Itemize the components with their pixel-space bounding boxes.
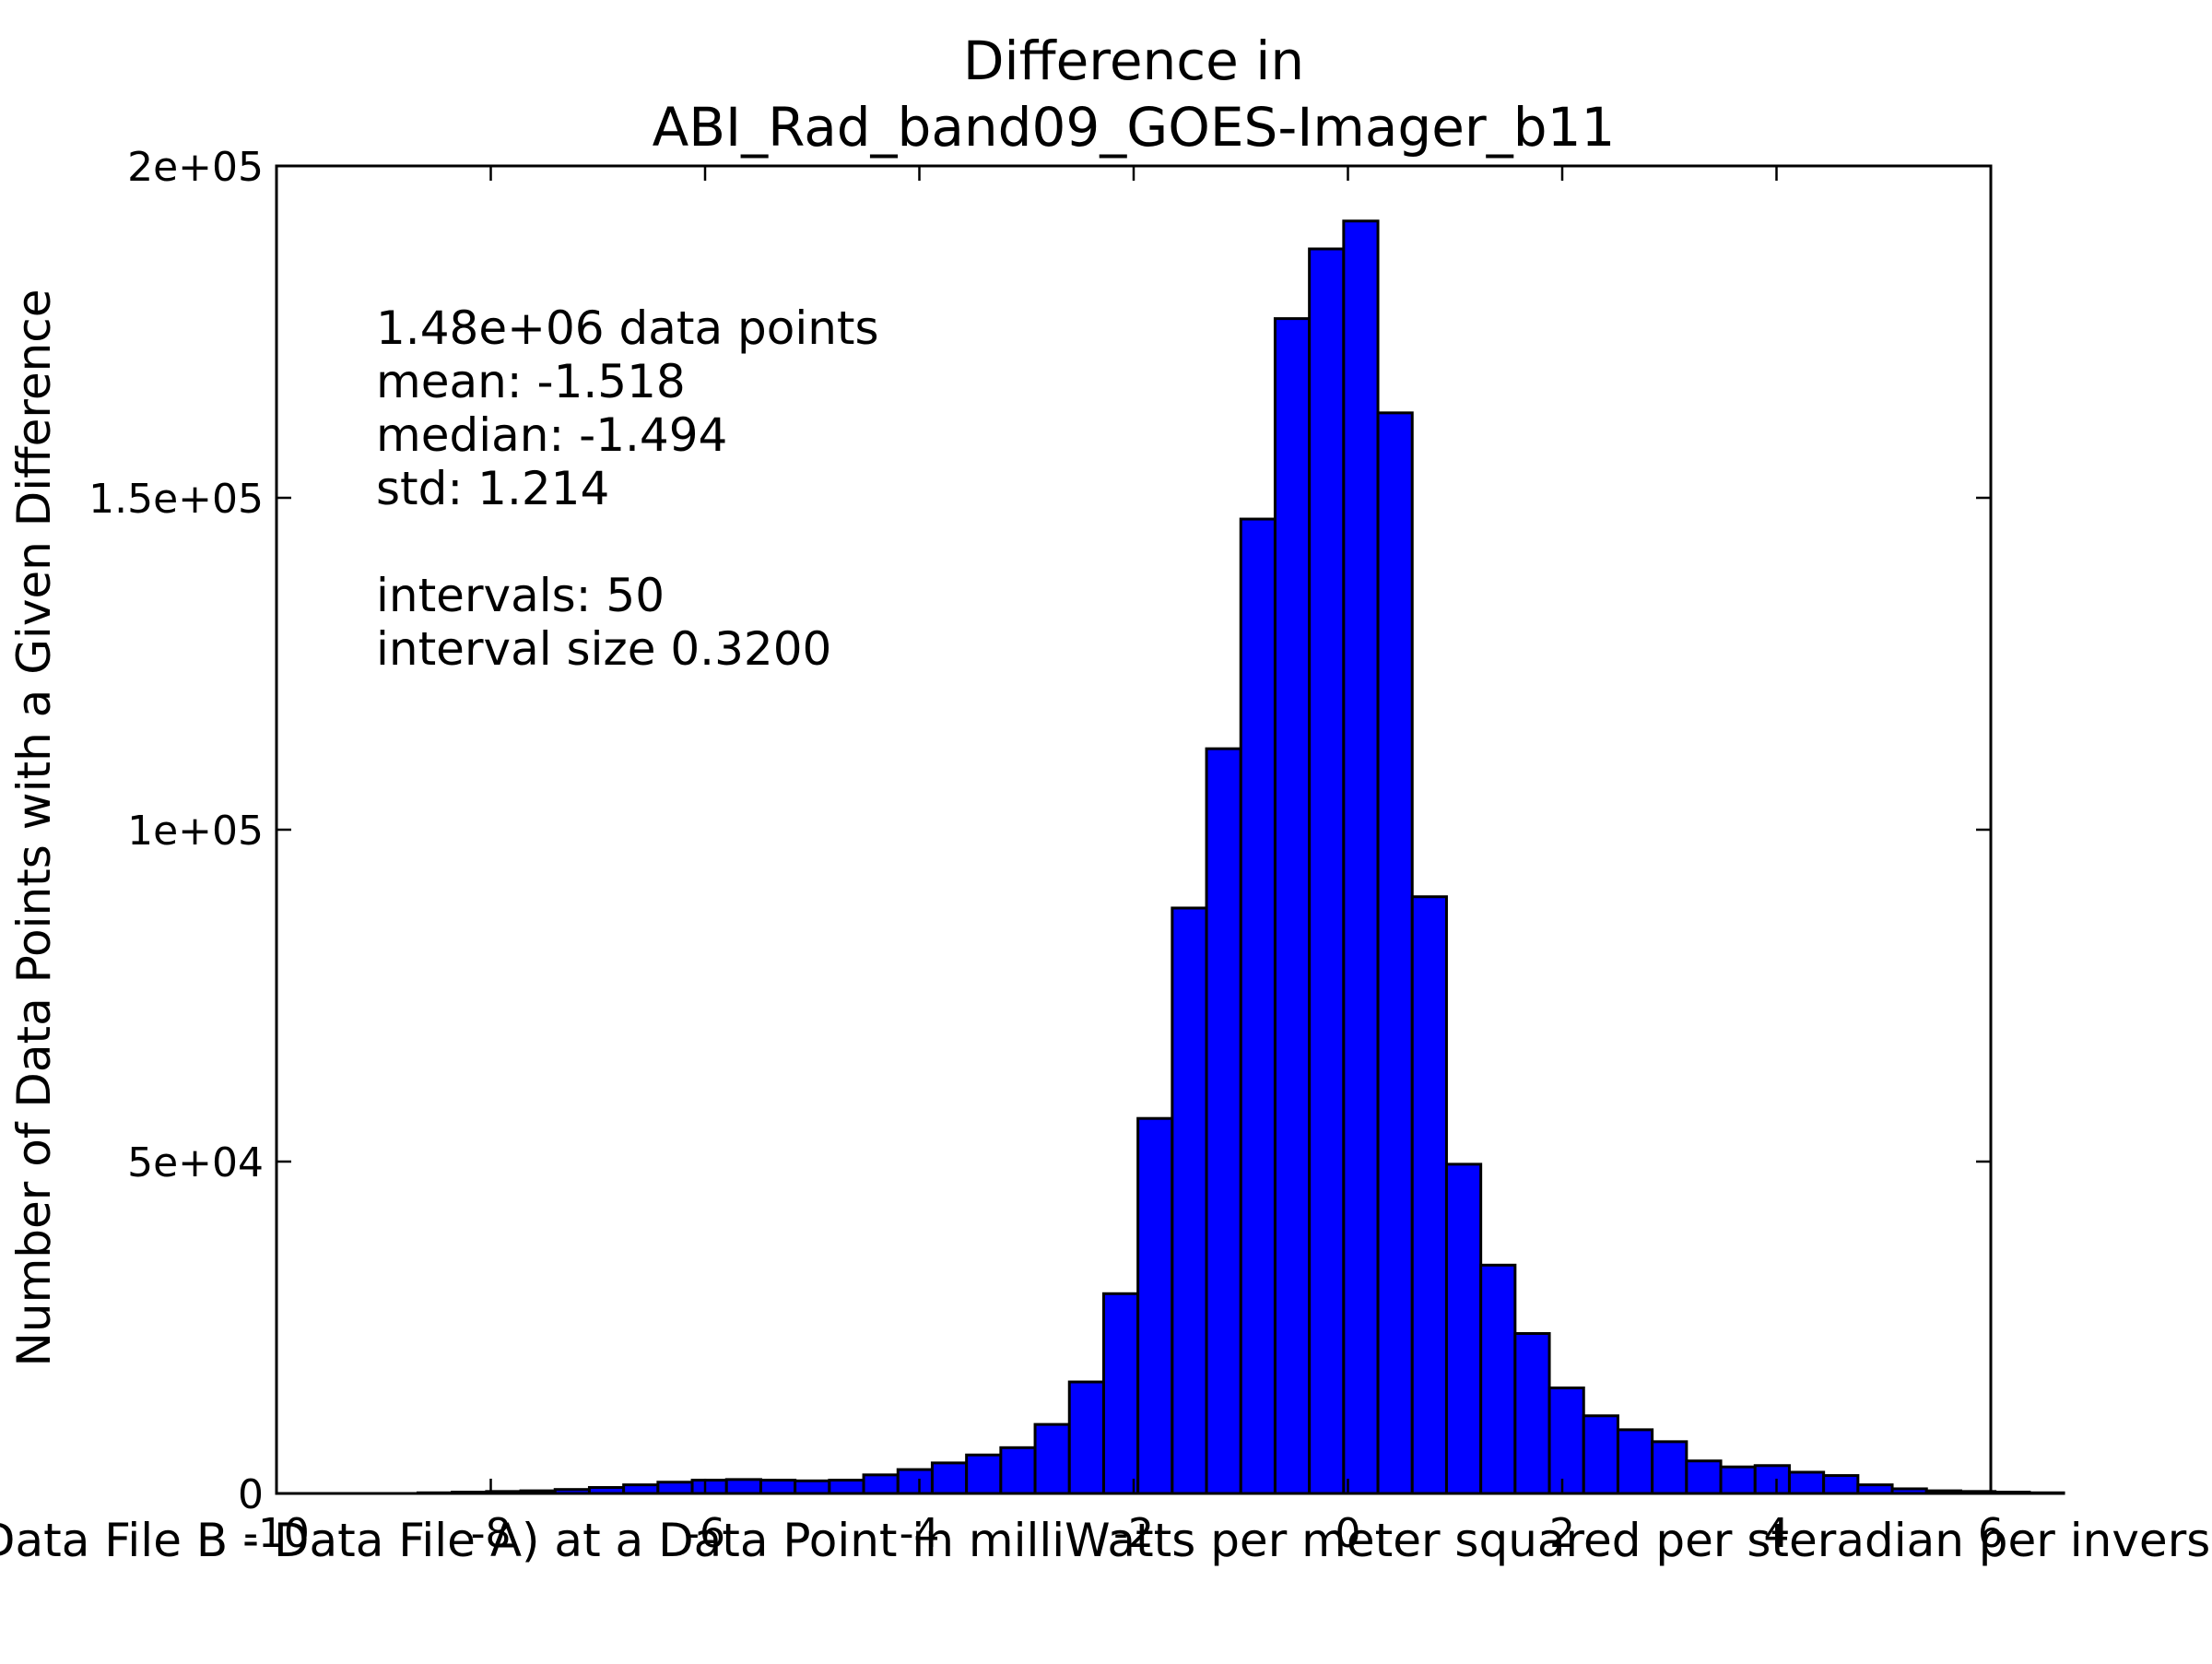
stats-line-mean: mean: -1.518 (376, 355, 686, 408)
stats-line-points: 1.48e+06 data points (376, 301, 879, 355)
x-tick-label: -2 (1113, 1510, 1154, 1557)
histogram-bar (930, 1461, 969, 1495)
stats-line-std: std: 1.214 (376, 462, 609, 515)
stats-line-intervals: intervals: 50 (376, 569, 665, 622)
stats-line-median: median: -1.494 (376, 408, 727, 462)
histogram-bars (416, 219, 2065, 1495)
y-tick-label: 1e+05 (127, 808, 264, 855)
chart-title-line-2: ABI_Rad_band09_GOES-Imager_b11 (653, 96, 1616, 159)
histogram-bar (1651, 1440, 1688, 1495)
histogram-bar (759, 1479, 797, 1495)
histogram-bar (1308, 247, 1346, 1495)
stats-annotation: 1.48e+06 data points mean: -1.518 median… (376, 301, 879, 676)
x-tick-label: -6 (685, 1510, 725, 1557)
histogram-bar (1479, 1263, 1517, 1495)
histogram-bar (1136, 1116, 1174, 1495)
x-tick-label: 0 (1335, 1510, 1361, 1557)
histogram-bar (1033, 1422, 1071, 1495)
histogram-bar (999, 1446, 1037, 1495)
histogram-bar (965, 1453, 1003, 1495)
histogram-bar (690, 1479, 728, 1495)
histogram-bar (828, 1479, 865, 1495)
stats-line-interval-size: interval size 0.3200 (376, 622, 831, 676)
y-tick-label: 0 (238, 1471, 264, 1518)
histogram-bar (896, 1468, 934, 1495)
x-tick-label: 2 (1549, 1510, 1575, 1557)
histogram-bar (1685, 1459, 1723, 1495)
histogram-bar (656, 1481, 694, 1495)
histogram-bar (1787, 1470, 1826, 1495)
x-tick-label: -8 (471, 1510, 512, 1557)
x-tick-label: -4 (900, 1510, 940, 1557)
histogram-bar (1410, 895, 1448, 1495)
histogram-bar (724, 1478, 762, 1495)
histogram-bar (1616, 1428, 1654, 1495)
histogram-bar (1239, 517, 1277, 1495)
histogram-bar (1753, 1464, 1791, 1495)
histogram-bar (862, 1473, 900, 1495)
y-axis-label: Number of Data Points with a Given Diffe… (7, 289, 61, 1366)
y-tick-label: 5e+04 (127, 1139, 264, 1186)
y-tick-label: 2e+05 (127, 144, 264, 191)
histogram-bar (1444, 1162, 1483, 1495)
chart-title-line-1: Difference in (963, 30, 1304, 92)
histogram-bar (1171, 906, 1208, 1495)
histogram-bar (1101, 1292, 1140, 1495)
histogram-bar (1342, 219, 1380, 1495)
histogram-bar (794, 1479, 831, 1495)
x-axis-label: Value of (Data File B - Data File A) at … (0, 1514, 2212, 1567)
axis-ticks: -10 -8 -6 -4 -2 0 2 4 6 0 5e+04 1e+05 1.5e+05 2e+05 (88, 144, 2004, 1557)
y-tick-label: 1.5e+05 (88, 476, 264, 523)
histogram-bar (1582, 1414, 1619, 1495)
histogram-bar (1513, 1331, 1551, 1495)
histogram-bar (1273, 317, 1312, 1495)
histogram-bar (1822, 1474, 1860, 1495)
histogram-bar (1205, 747, 1242, 1495)
x-tick-label: 6 (1978, 1510, 2004, 1557)
histogram-bar (1067, 1380, 1105, 1495)
x-tick-label: 4 (1764, 1510, 1790, 1557)
histogram-bar (1719, 1465, 1757, 1495)
x-tick-label: -10 (243, 1510, 310, 1557)
histogram-bar (1547, 1387, 1585, 1495)
histogram-bar (1376, 411, 1414, 1495)
